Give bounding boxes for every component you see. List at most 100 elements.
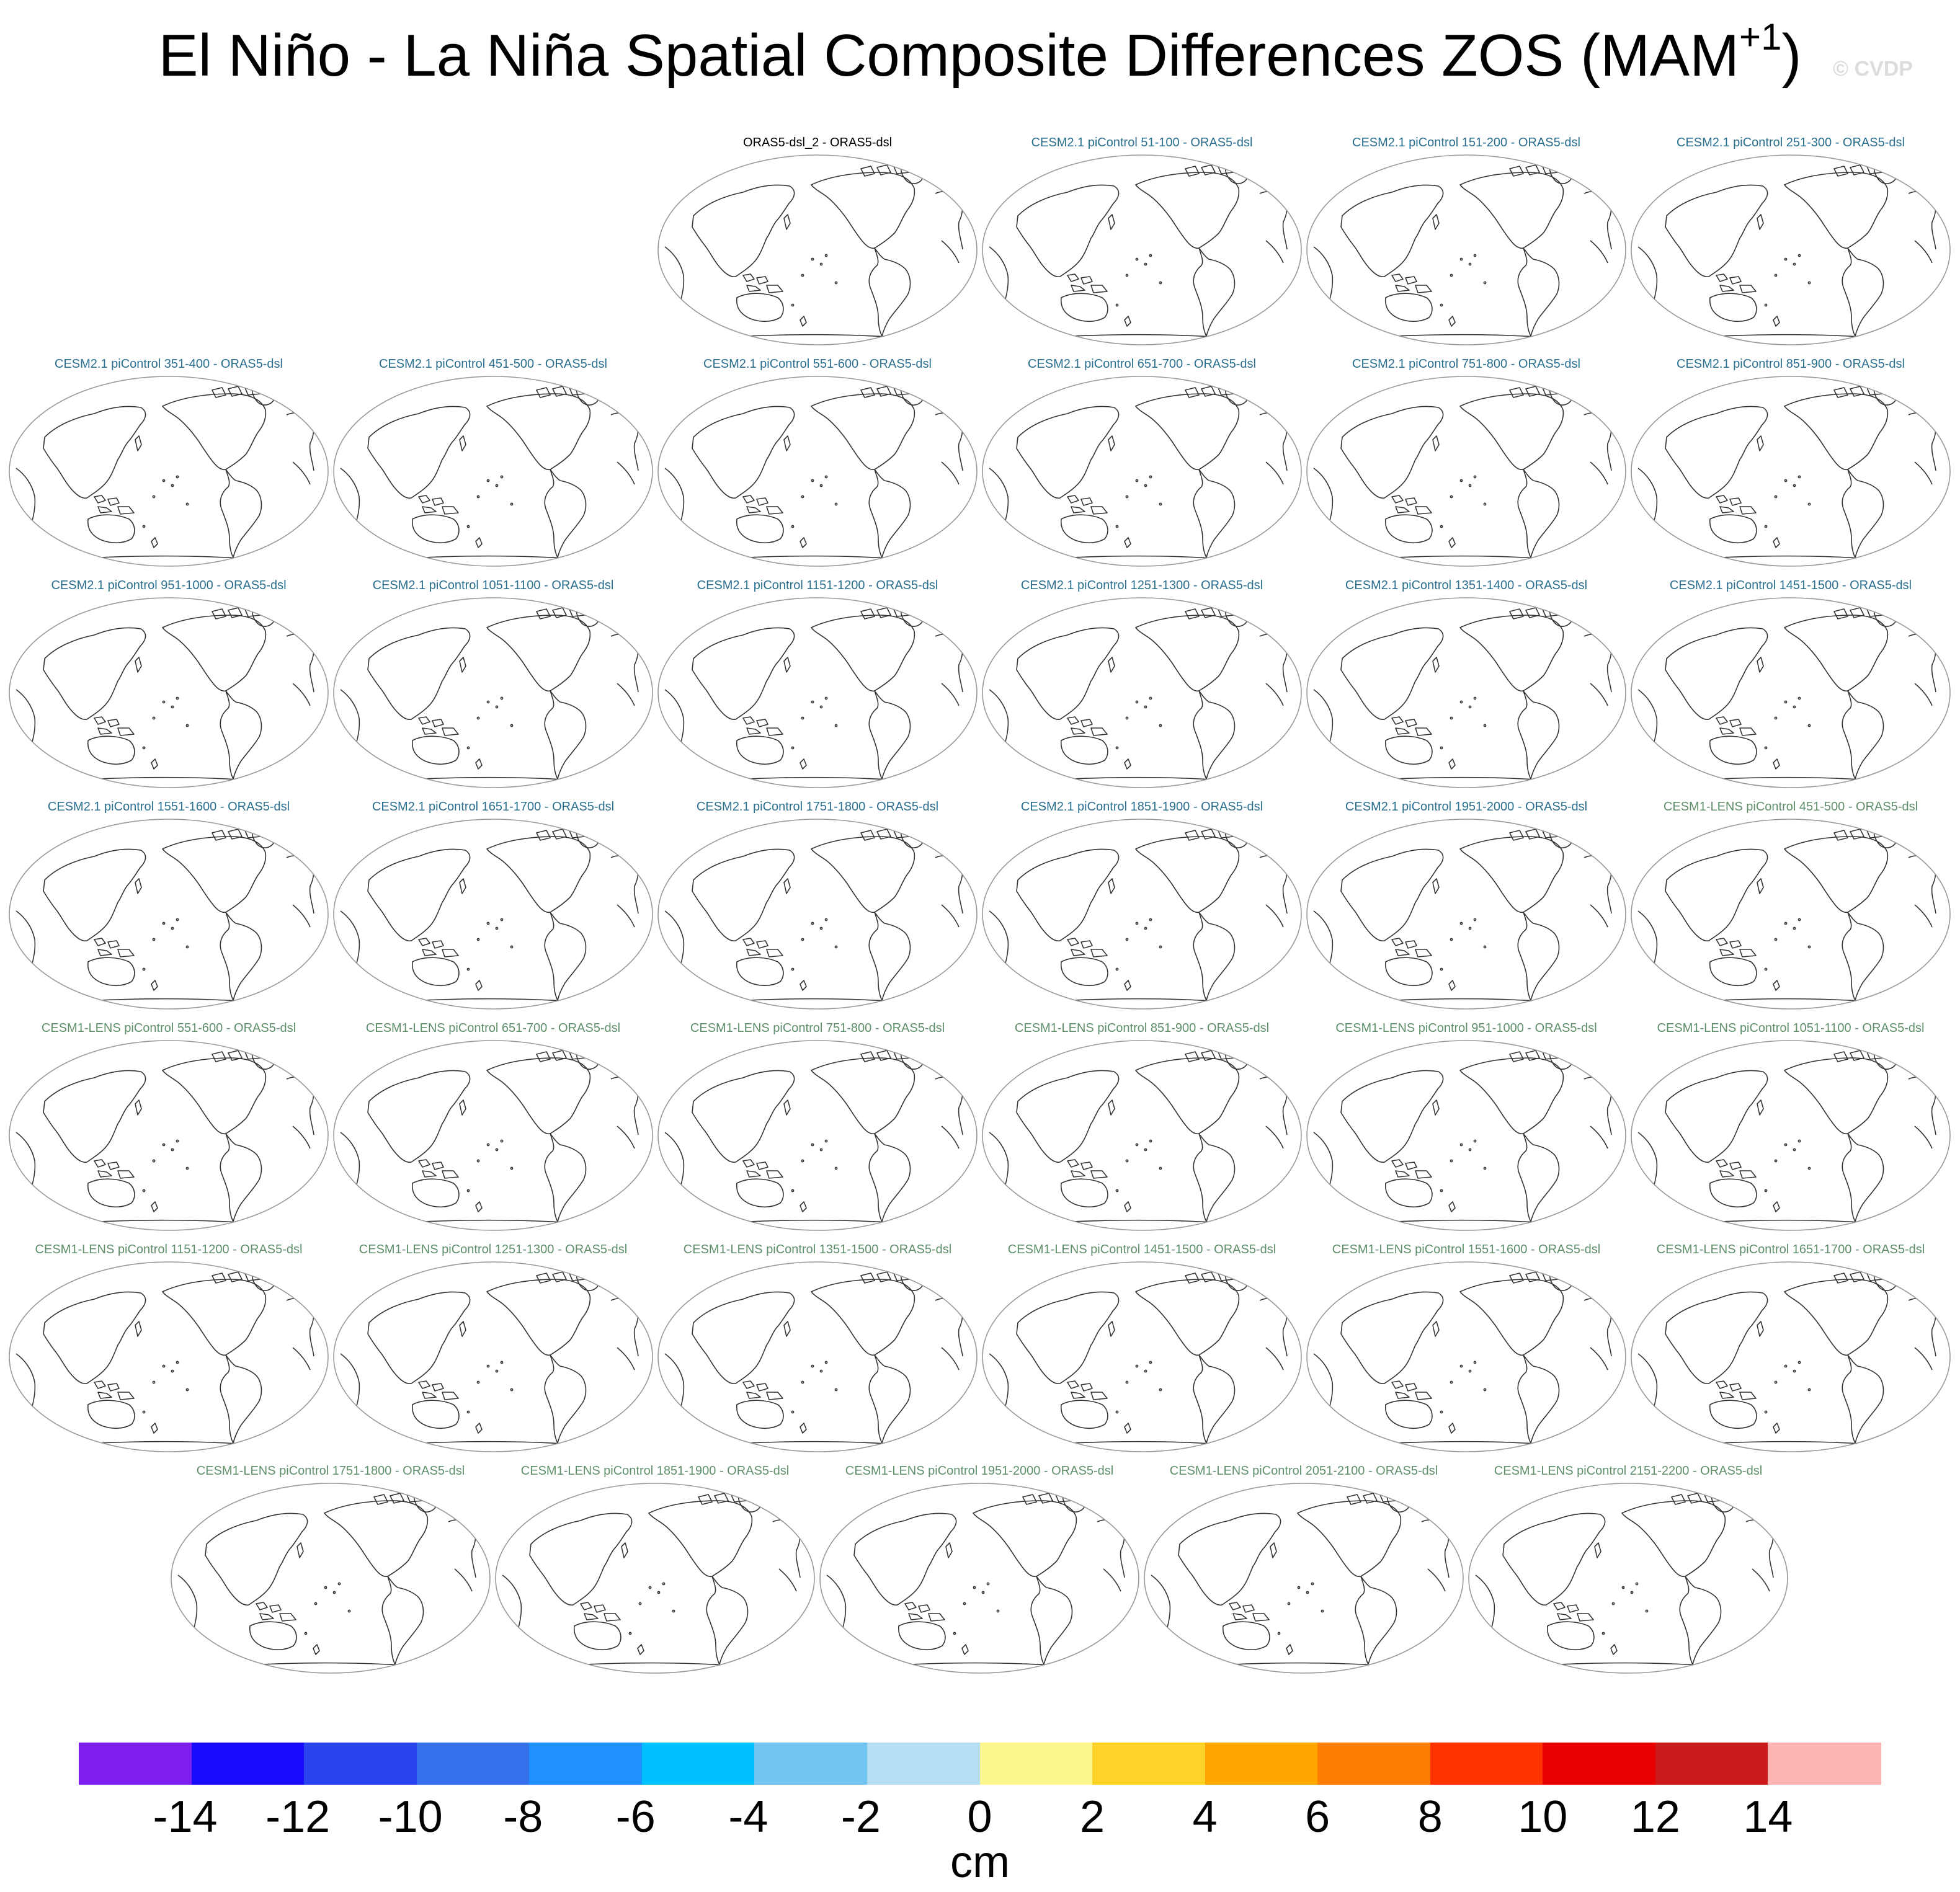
world-map xyxy=(1631,376,1951,567)
panel-title: CESM2.1 piControl 1951-2000 - ORAS5-dsl xyxy=(1345,800,1588,814)
map-outline xyxy=(1306,1261,1626,1452)
colorbar-box xyxy=(1317,1743,1431,1785)
world-map xyxy=(333,1040,653,1231)
panel-title: CESM1-LENS piControl 1551-1600 - ORAS5-d… xyxy=(1332,1243,1601,1256)
colorbar-box xyxy=(979,1743,1093,1785)
colorbar-tick-label: 14 xyxy=(1743,1792,1793,1842)
coastlines xyxy=(989,825,1288,1005)
map-panel: CESM2.1 piControl 151-200 - ORAS5-dsl xyxy=(1305,135,1628,346)
coastlines xyxy=(1313,604,1612,783)
coastlines xyxy=(989,1268,1288,1447)
world-map xyxy=(1631,1040,1951,1231)
world-map xyxy=(1631,819,1951,1010)
map-outline xyxy=(9,819,329,1010)
panel-title: ORAS5-dsl_2 - ORAS5-dsl xyxy=(742,136,893,149)
panel-title: CESM2.1 piControl 1751-1800 - ORAS5-dsl xyxy=(696,800,939,814)
colorbar-box xyxy=(1092,1743,1206,1785)
coastlines xyxy=(664,1047,963,1226)
panel-title: CESM2.1 piControl 1851-1900 - ORAS5-dsl xyxy=(1020,800,1263,814)
map-panel: CESM1-LENS piControl 1051-1100 - ORAS5-d… xyxy=(1629,1021,1952,1232)
panel-title: CESM1-LENS piControl 1151-1200 - ORAS5-d… xyxy=(35,1243,303,1256)
coastlines xyxy=(1313,1268,1612,1447)
coastlines xyxy=(664,1268,963,1447)
map-outline xyxy=(1631,154,1951,345)
panel-title: CESM1-LENS piControl 1351-1500 - ORAS5-d… xyxy=(683,1243,952,1256)
map-panel: CESM1-LENS piControl 451-500 - ORAS5-dsl xyxy=(1629,799,1952,1010)
map-panel: ORAS5-dsl_2 - ORAS5-dsl xyxy=(656,135,979,346)
map-outline xyxy=(333,597,653,788)
map-outline xyxy=(9,1040,329,1231)
map-panel: CESM2.1 piControl 1051-1100 - ORAS5-dsl xyxy=(332,578,654,789)
cvdp-watermark: © CVDP xyxy=(1833,57,1913,81)
world-map xyxy=(9,376,329,567)
map-panel: CESM1-LENS piControl 1951-2000 - ORAS5-d… xyxy=(818,1463,1141,1674)
coastlines xyxy=(989,383,1288,562)
map-panel: CESM1-LENS piControl 1851-1900 - ORAS5-d… xyxy=(494,1463,816,1674)
world-map xyxy=(1468,1483,1788,1674)
colorbar-tick-label: -10 xyxy=(378,1792,443,1842)
panel-title: CESM2.1 piControl 51-100 - ORAS5-dsl xyxy=(1031,136,1253,149)
colorbar-box xyxy=(416,1743,530,1785)
panel-title: CESM1-LENS piControl 851-900 - ORAS5-dsl xyxy=(1014,1021,1270,1035)
coastlines xyxy=(1637,161,1936,340)
world-map xyxy=(333,1261,653,1452)
map-panel: CESM2.1 piControl 1551-1600 - ORAS5-dsl xyxy=(7,799,330,1010)
map-outline xyxy=(657,819,978,1010)
map-panel: CESM2.1 piControl 451-500 - ORAS5-dsl xyxy=(332,357,654,567)
colorbar-tick-label: 2 xyxy=(1080,1792,1105,1842)
world-map xyxy=(1631,597,1951,788)
world-map xyxy=(657,376,978,567)
map-outline xyxy=(333,1261,653,1452)
coastlines xyxy=(16,604,314,783)
panel-title: CESM1-LENS piControl 1751-1800 - ORAS5-d… xyxy=(196,1464,465,1478)
world-map xyxy=(9,1261,329,1452)
colorbar-box xyxy=(191,1743,305,1785)
map-panel: CESM2.1 piControl 751-800 - ORAS5-dsl xyxy=(1305,357,1628,567)
coastlines xyxy=(826,1490,1125,1669)
colorbar-box xyxy=(1768,1743,1881,1785)
world-map xyxy=(982,154,1302,345)
map-panel: CESM2.1 piControl 1851-1900 - ORAS5-dsl xyxy=(981,799,1303,1010)
map-panel: CESM2.1 piControl 1251-1300 - ORAS5-dsl xyxy=(981,578,1303,789)
coastlines xyxy=(664,383,963,562)
colorbar-tick-label: 10 xyxy=(1518,1792,1568,1842)
world-map xyxy=(1306,1040,1626,1231)
panel-title: CESM1-LENS piControl 751-800 - ORAS5-dsl xyxy=(690,1021,945,1035)
world-map xyxy=(982,597,1302,788)
panel-title: CESM1-LENS piControl 1951-2000 - ORAS5-d… xyxy=(845,1464,1114,1478)
coastlines xyxy=(664,825,963,1005)
world-map xyxy=(495,1483,815,1674)
panel-title: CESM2.1 piControl 451-500 - ORAS5-dsl xyxy=(379,357,607,371)
coastlines xyxy=(340,383,639,562)
coastlines xyxy=(16,825,314,1005)
map-panel: CESM2.1 piControl 1751-1800 - ORAS5-dsl xyxy=(656,799,979,1010)
panel-title: CESM2.1 piControl 751-800 - ORAS5-dsl xyxy=(1352,357,1580,371)
coastlines xyxy=(16,383,314,562)
colorbar-tick-label: 0 xyxy=(967,1792,992,1842)
map-panel: CESM2.1 piControl 351-400 - ORAS5-dsl xyxy=(7,357,330,567)
map-outline xyxy=(657,154,978,345)
colorbar-box xyxy=(1430,1743,1543,1785)
panel-title: CESM1-LENS piControl 1451-1500 - ORAS5-d… xyxy=(1007,1243,1276,1256)
colorbar-tick-label: 12 xyxy=(1630,1792,1680,1842)
panel-title: CESM1-LENS piControl 451-500 - ORAS5-dsl xyxy=(1663,800,1918,814)
map-panel: CESM2.1 piControl 851-900 - ORAS5-dsl xyxy=(1629,357,1952,567)
panel-title: CESM2.1 piControl 351-400 - ORAS5-dsl xyxy=(55,357,283,371)
map-panel: CESM1-LENS piControl 651-700 - ORAS5-dsl xyxy=(332,1021,654,1232)
world-map xyxy=(1306,597,1626,788)
map-outline xyxy=(1306,376,1626,567)
map-outline xyxy=(333,819,653,1010)
colorbar-box xyxy=(866,1743,980,1785)
map-outline xyxy=(333,1040,653,1231)
panel-title: CESM2.1 piControl 651-700 - ORAS5-dsl xyxy=(1028,357,1256,371)
coastlines xyxy=(664,604,963,783)
figure-title-superscript: +1 xyxy=(1739,16,1782,58)
world-map xyxy=(9,597,329,788)
map-outline xyxy=(1631,597,1951,788)
panel-title: CESM1-LENS piControl 651-700 - ORAS5-dsl xyxy=(365,1021,621,1035)
map-panel: CESM2.1 piControl 951-1000 - ORAS5-dsl xyxy=(7,578,330,789)
coastlines xyxy=(1313,383,1612,562)
coastlines xyxy=(1313,1047,1612,1226)
coastlines xyxy=(1637,825,1936,1005)
map-outline xyxy=(1631,1261,1951,1452)
